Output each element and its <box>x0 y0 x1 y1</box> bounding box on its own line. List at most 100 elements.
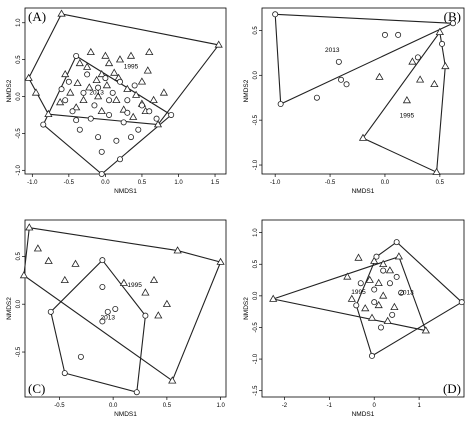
point-2013 <box>76 126 83 133</box>
y-tick-label: -0.5 <box>253 114 259 125</box>
point-1995 <box>119 278 128 286</box>
point-2013 <box>272 11 279 18</box>
point-2013 <box>95 84 102 91</box>
point-1995 <box>347 294 356 302</box>
point-2013 <box>458 299 465 306</box>
point-1995 <box>159 88 168 96</box>
point-1995 <box>71 259 80 267</box>
point-1995 <box>94 92 103 100</box>
point-1995 <box>162 299 171 307</box>
panel-label: (A) <box>28 9 46 24</box>
point-2013 <box>117 156 124 163</box>
point-1995 <box>430 79 439 87</box>
point-2013 <box>439 40 446 47</box>
point-2013 <box>371 299 378 306</box>
point-1995 <box>370 256 379 264</box>
point-1995 <box>97 106 106 114</box>
y-tick-label: 1.0 <box>253 228 259 237</box>
point-1995 <box>79 95 88 103</box>
year-label-2013: 2013 <box>101 315 116 322</box>
y-tick-label: -0.5 <box>16 128 22 139</box>
point-1995 <box>66 88 75 96</box>
point-1995 <box>154 311 163 319</box>
point-2013 <box>99 283 106 290</box>
point-2013 <box>87 115 94 122</box>
point-2013 <box>395 31 402 38</box>
panel-label: (D) <box>443 381 461 396</box>
panel-4: -2 -1 0 1 -1.5 -1.0 -0.5 0.0 0.5 1.0 NMDS1 NMDS2 199… <box>243 219 465 418</box>
point-1995 <box>375 72 384 80</box>
point-2013 <box>142 312 149 319</box>
point-1995 <box>132 90 141 98</box>
y-tick-label: -1.5 <box>253 385 259 396</box>
point-2013 <box>368 352 375 359</box>
point-2013 <box>61 370 68 377</box>
y-tick-label: 0.0 <box>253 291 259 300</box>
point-2013 <box>393 239 400 246</box>
y-axis-label: NMDS2 <box>243 79 250 102</box>
point-1995 <box>343 272 352 280</box>
x-tick-label: -0.5 <box>325 180 336 186</box>
point-1995 <box>416 75 425 83</box>
point-1995 <box>432 167 441 175</box>
point-2013 <box>377 324 384 331</box>
year-label-2013: 2013 <box>325 47 340 54</box>
point-2013 <box>146 108 153 115</box>
x-tick-label: -2 <box>282 403 288 409</box>
point-1995 <box>383 316 392 324</box>
point-2013 <box>343 81 350 88</box>
point-2013 <box>371 286 378 293</box>
plot-frame <box>261 219 465 398</box>
y-tick-label: 1.0 <box>16 18 22 27</box>
point-1995 <box>385 266 395 274</box>
point-1995 <box>374 278 383 287</box>
point-1995 <box>358 133 368 141</box>
point-1995 <box>73 78 82 86</box>
y-axis-label: NMDS2 <box>243 297 250 320</box>
point-2013 <box>106 111 113 118</box>
point-1995 <box>367 313 377 321</box>
plot-frame <box>261 7 465 175</box>
point-1995 <box>441 61 450 70</box>
point-1995 <box>75 58 84 67</box>
point-1995 <box>137 77 147 85</box>
y-tick-label: -1.0 <box>253 353 259 364</box>
point-2013 <box>414 54 421 61</box>
y-tick-label: 0.5 <box>253 259 259 268</box>
point-2013 <box>84 71 91 78</box>
x-tick-label: 1.0 <box>174 180 183 186</box>
point-1995 <box>269 294 278 302</box>
point-1995 <box>104 58 114 67</box>
y-tick-label: -0.5 <box>16 346 22 357</box>
point-1995 <box>379 259 388 268</box>
point-2013 <box>381 31 388 38</box>
panel-2: -1.0 -0.5 0.0 0.5 -1.0 -0.5 0.0 0.5 NMDS1 NMDS2 20… <box>243 7 465 195</box>
x-tick-label: 1 <box>417 403 421 409</box>
point-2013 <box>135 126 142 133</box>
year-label-2013: 2013 <box>399 290 414 297</box>
point-1995 <box>71 103 81 111</box>
point-2013 <box>106 97 113 104</box>
point-1995 <box>214 40 223 48</box>
y-tick-label: 0.5 <box>253 26 259 35</box>
point-1995 <box>354 253 363 261</box>
point-1995 <box>56 97 65 106</box>
x-tick-label: 0.5 <box>138 180 147 186</box>
point-1995 <box>408 57 417 65</box>
point-2013 <box>124 97 131 104</box>
point-2013 <box>58 86 65 93</box>
y-tick-label: -1.0 <box>253 159 259 170</box>
point-1995 <box>145 47 154 55</box>
point-2013 <box>102 75 109 82</box>
point-1995 <box>57 9 66 17</box>
y-tick-label: 0.5 <box>16 252 22 261</box>
point-1995 <box>216 257 225 265</box>
point-2013 <box>62 97 69 104</box>
point-1995 <box>394 252 403 260</box>
point-2013 <box>127 134 134 141</box>
x-tick-label: 0.5 <box>163 403 172 409</box>
point-2013 <box>91 102 98 109</box>
point-2013 <box>168 111 175 118</box>
point-1995 <box>33 244 42 252</box>
